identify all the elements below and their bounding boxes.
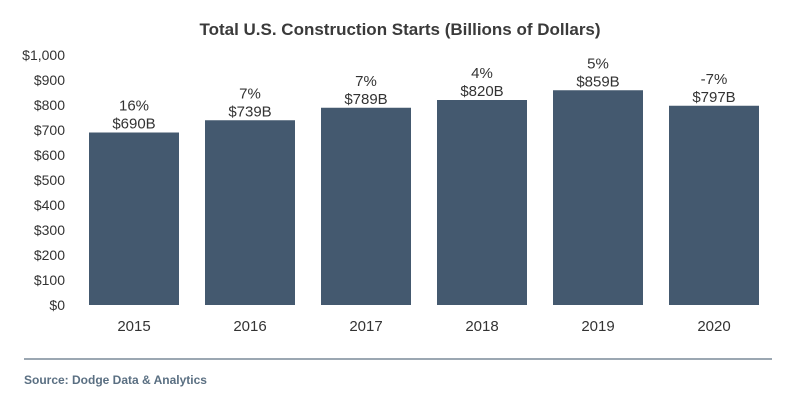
bar-2020 xyxy=(669,105,759,305)
y-tick-label: $700 xyxy=(34,122,65,138)
x-tick-label: 2019 xyxy=(581,318,614,335)
y-tick-label: $500 xyxy=(34,172,65,188)
bar-2018 xyxy=(437,100,527,305)
bars xyxy=(89,90,759,305)
y-tick-label: $800 xyxy=(34,97,65,113)
change-label: -7% xyxy=(701,71,728,88)
change-label: 4% xyxy=(471,65,493,82)
x-tick-label: 2016 xyxy=(233,318,266,335)
bar-2016 xyxy=(205,120,295,305)
value-label: $739B xyxy=(228,103,271,120)
y-tick-label: $1,000 xyxy=(22,47,65,63)
value-label: $789B xyxy=(344,91,387,108)
bar-2017 xyxy=(321,107,411,305)
x-tick-label: 2018 xyxy=(465,318,498,335)
y-tick-label: $200 xyxy=(34,247,65,263)
value-label: $859B xyxy=(576,73,619,90)
chart-title: Total U.S. Construction Starts (Billions… xyxy=(199,20,600,39)
change-label: 16% xyxy=(119,98,149,115)
source-note: Source: Dodge Data & Analytics xyxy=(24,373,207,387)
x-axis: 2015 2016 2017 2018 2019 2020 xyxy=(117,318,730,335)
change-label: 7% xyxy=(355,73,377,90)
value-label: $690B xyxy=(112,116,155,133)
x-tick-label: 2015 xyxy=(117,318,150,335)
y-tick-label: $0 xyxy=(49,297,65,313)
y-tick-label: $100 xyxy=(34,272,65,288)
value-label: $820B xyxy=(460,83,503,100)
y-tick-label: $900 xyxy=(34,72,65,88)
bar-2019 xyxy=(553,90,643,305)
x-tick-label: 2017 xyxy=(349,318,382,335)
value-label: $797B xyxy=(692,89,735,106)
y-axis: $0 $100 $200 $300 $400 $500 $600 $700 $800 $900 $1… xyxy=(22,47,65,313)
y-tick-label: $400 xyxy=(34,197,65,213)
change-label: 5% xyxy=(587,55,609,72)
y-tick-label: $600 xyxy=(34,147,65,163)
change-label: 7% xyxy=(239,85,261,102)
y-tick-label: $300 xyxy=(34,222,65,238)
x-tick-label: 2020 xyxy=(697,318,730,335)
bar-2015 xyxy=(89,132,179,305)
